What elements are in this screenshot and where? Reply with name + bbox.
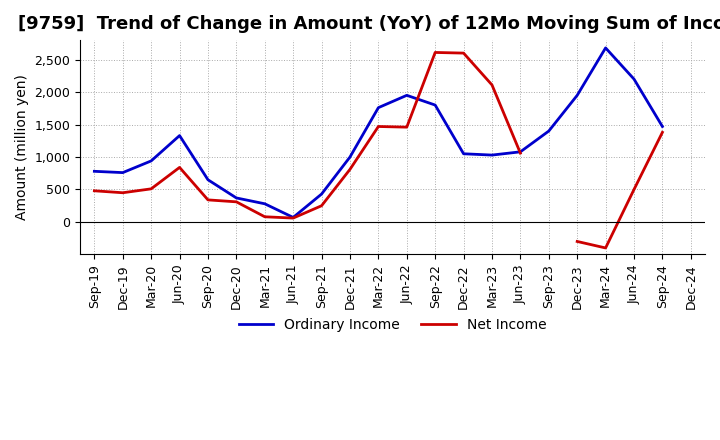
Ordinary Income: [402, 93, 411, 98]
Net Income: [90, 188, 99, 194]
Net Income: [318, 203, 326, 209]
Ordinary Income: [431, 103, 439, 108]
Ordinary Income: [374, 105, 383, 110]
Ordinary Income: [175, 133, 184, 138]
Ordinary Income: [544, 128, 553, 134]
Net Income: [204, 197, 212, 202]
Net Income: [232, 199, 240, 205]
Legend: Ordinary Income, Net Income: Ordinary Income, Net Income: [233, 312, 552, 337]
Net Income: [459, 51, 468, 56]
Net Income: [402, 125, 411, 130]
Net Income: [261, 214, 269, 220]
Ordinary Income: [516, 149, 525, 154]
Net Income: [147, 186, 156, 191]
Ordinary Income: [204, 177, 212, 183]
Ordinary Income: [630, 77, 639, 82]
Ordinary Income: [573, 93, 582, 98]
Ordinary Income: [487, 152, 496, 158]
Ordinary Income: [261, 201, 269, 206]
Line: Ordinary Income: Ordinary Income: [94, 48, 662, 217]
Net Income: [118, 190, 127, 195]
Line: Net Income: Net Income: [94, 52, 521, 218]
Ordinary Income: [459, 151, 468, 156]
Ordinary Income: [318, 191, 326, 197]
Net Income: [374, 124, 383, 129]
Net Income: [516, 150, 525, 156]
Net Income: [487, 82, 496, 88]
Ordinary Income: [232, 195, 240, 201]
Ordinary Income: [346, 154, 354, 160]
Y-axis label: Amount (million yen): Amount (million yen): [15, 74, 29, 220]
Ordinary Income: [118, 170, 127, 175]
Ordinary Income: [147, 158, 156, 164]
Net Income: [289, 216, 297, 221]
Title: [9759]  Trend of Change in Amount (YoY) of 12Mo Moving Sum of Incomes: [9759] Trend of Change in Amount (YoY) o…: [18, 15, 720, 33]
Ordinary Income: [601, 45, 610, 51]
Ordinary Income: [90, 169, 99, 174]
Net Income: [431, 50, 439, 55]
Ordinary Income: [289, 215, 297, 220]
Net Income: [175, 165, 184, 170]
Net Income: [346, 167, 354, 172]
Ordinary Income: [658, 124, 667, 129]
